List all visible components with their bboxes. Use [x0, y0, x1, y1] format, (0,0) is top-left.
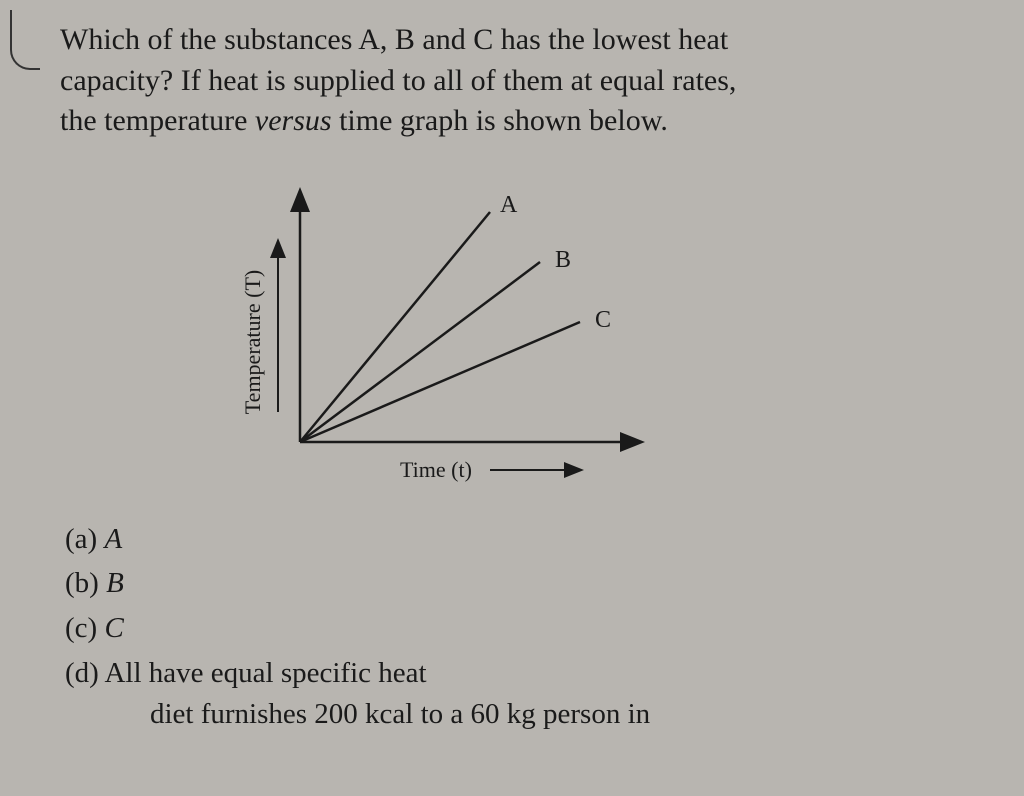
line-b [300, 262, 540, 442]
temperature-time-chart: A B C Temperature (T) Time (t) [220, 162, 720, 502]
option-d-text: All have equal specific heat [104, 657, 426, 689]
question-text: Which of the substances A, B and C has t… [40, 20, 984, 142]
line-c [300, 322, 580, 442]
option-d: (d) All have equal specific heat [65, 651, 984, 696]
option-a-key: (a) [65, 523, 97, 555]
option-b-key: (b) [65, 567, 99, 599]
line-a [300, 212, 490, 442]
question-line1: Which of the substances A, B and C has t… [60, 23, 728, 56]
question-line3-post: time graph is shown below. [332, 104, 668, 137]
option-a: (a) A [65, 517, 984, 562]
question-line3-italic: versus [255, 104, 332, 137]
label-b: B [555, 247, 571, 273]
y-axis-label: Temperature (T) [240, 269, 265, 413]
option-b-text: B [106, 567, 124, 599]
chart-svg: A B C Temperature (T) Time (t) [220, 162, 720, 502]
option-b: (b) B [65, 561, 984, 606]
label-a: A [500, 192, 518, 218]
x-axis-label: Time (t) [400, 457, 472, 482]
options-list: (a) A (b) B (c) C (d) All have equal spe… [40, 517, 984, 697]
next-question-partial: diet furnishes 200 kcal to a 60 kg perso… [40, 698, 984, 731]
option-c: (c) C [65, 606, 984, 651]
option-d-key: (d) [65, 657, 99, 689]
option-a-text: A [104, 523, 122, 555]
question-line3-pre: the temperature [60, 104, 255, 137]
option-c-key: (c) [65, 612, 97, 644]
option-c-text: C [104, 612, 123, 644]
question-line2: capacity? If heat is supplied to all of … [60, 64, 736, 97]
question-bracket [10, 10, 40, 70]
label-c: C [595, 307, 611, 333]
